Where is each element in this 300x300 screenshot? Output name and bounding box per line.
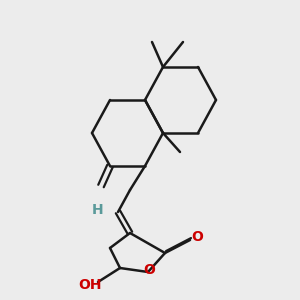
Text: H: H [92,203,104,217]
Text: OH: OH [78,278,102,292]
Text: O: O [143,263,155,277]
Text: O: O [191,230,203,244]
